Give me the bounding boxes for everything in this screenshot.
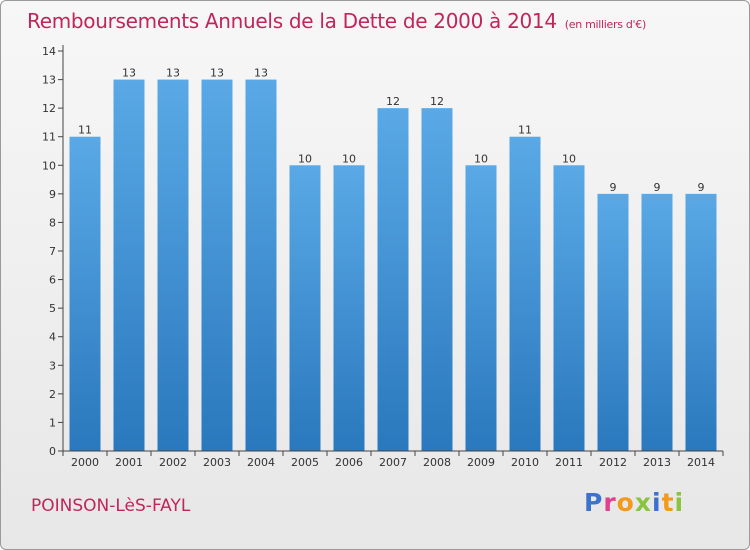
- bar-2004: [245, 79, 277, 452]
- bar-2009: [465, 165, 497, 452]
- bar-value-label: 9: [610, 181, 617, 194]
- y-tick-label: 5: [49, 302, 56, 315]
- logo-letter: o: [616, 488, 635, 517]
- bar-value-label: 10: [474, 152, 488, 165]
- y-tick-label: 9: [49, 188, 56, 201]
- x-tick-label: 2006: [335, 456, 363, 469]
- logo-letter: i: [652, 488, 662, 517]
- x-tick-label: 2008: [423, 456, 451, 469]
- commune-name: POINSON-LèS-FAYL: [31, 496, 191, 516]
- bar-2008: [421, 108, 453, 452]
- x-tick-label: 2007: [379, 456, 407, 469]
- bars: 11 13 13 13 13 10 10 12 12 10 11 10 9 9 9: [69, 67, 717, 452]
- logo-letter: x: [634, 488, 652, 517]
- x-tick-label: 2004: [247, 456, 275, 469]
- x-tick-label: 2012: [599, 456, 627, 469]
- logo-letter: t: [661, 488, 675, 517]
- chart-title-text: Remboursements Annuels de la Dette de 20…: [27, 9, 557, 33]
- logo-letter: r: [603, 488, 617, 517]
- x-tick-label: 2013: [643, 456, 671, 469]
- bar-2013: [641, 193, 673, 451]
- x-tick-label: 2014: [687, 456, 715, 469]
- bar-value-label: 13: [122, 67, 136, 80]
- y-tick-label: 0: [49, 445, 56, 458]
- bar-2007: [377, 108, 409, 452]
- bar-value-label: 13: [166, 67, 180, 80]
- logo-letter: P: [584, 488, 604, 517]
- y-tick-label: 12: [42, 102, 56, 115]
- y-tick-label: 14: [42, 45, 56, 58]
- bar-2014: [685, 193, 717, 451]
- y-tick-label: 3: [49, 359, 56, 372]
- bar-value-label: 11: [78, 124, 92, 137]
- x-tick-label: 2010: [511, 456, 539, 469]
- y-tick-label: 4: [49, 331, 56, 344]
- chart-title: Remboursements Annuels de la Dette de 20…: [27, 9, 646, 33]
- y-tick-label: 11: [42, 131, 56, 144]
- bar-value-label: 9: [698, 181, 705, 194]
- bar-value-label: 13: [254, 67, 268, 80]
- bar-2006: [333, 165, 365, 452]
- bar-2012: [597, 193, 629, 451]
- x-tick-label: 2003: [203, 456, 231, 469]
- bar-2003: [201, 79, 233, 452]
- bar-value-label: 12: [430, 95, 444, 108]
- x-tick-label: 2005: [291, 456, 319, 469]
- y-tick-label: 2: [49, 388, 56, 401]
- logo-letter: i: [674, 488, 685, 517]
- bar-value-label: 12: [386, 95, 400, 108]
- y-tick-label: 10: [42, 159, 56, 172]
- bar-value-label: 11: [518, 124, 532, 137]
- bar-value-label: 10: [562, 152, 576, 165]
- x-tick-label: 2002: [159, 456, 187, 469]
- y-tick-label: 1: [49, 416, 56, 429]
- x-tick-label: 2001: [115, 456, 143, 469]
- bar-value-label: 10: [298, 152, 312, 165]
- x-tick-label: 2000: [71, 456, 99, 469]
- x-axis: 2000 2001 2002 2003 2004 2005 2006 2007 2008 2009…: [62, 450, 724, 469]
- y-tick-label: 6: [49, 274, 56, 287]
- chart-subtitle: (en milliers d'€): [564, 18, 646, 31]
- bar-2010: [509, 136, 541, 451]
- bar-2011: [553, 165, 585, 452]
- y-tick-label: 13: [42, 74, 56, 87]
- bar-value-label: 13: [210, 67, 224, 80]
- bar-value-label: 10: [342, 152, 356, 165]
- bar-2005: [289, 165, 321, 452]
- bar-2001: [113, 79, 145, 452]
- bar-value-label: 9: [654, 181, 661, 194]
- y-tick-label: 7: [49, 245, 56, 258]
- x-tick-label: 2011: [555, 456, 583, 469]
- bar-2002: [157, 79, 189, 452]
- proxiti-logo: Proxiti: [584, 488, 684, 517]
- bar-2000: [69, 136, 101, 451]
- x-tick-label: 2009: [467, 456, 495, 469]
- y-tick-label: 8: [49, 216, 56, 229]
